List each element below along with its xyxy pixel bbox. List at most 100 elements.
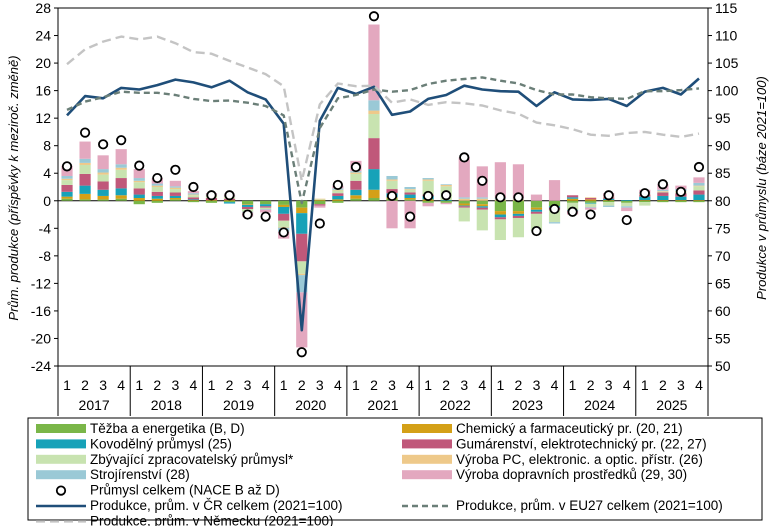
bar-zbyv	[585, 203, 597, 207]
total-marker	[495, 192, 506, 203]
bar-stroj	[97, 169, 109, 173]
x-quarter-label: 3	[677, 377, 685, 393]
bar-pc	[332, 189, 344, 191]
series-line-de_line	[66, 35, 700, 183]
legend-swatch-zbyv	[36, 454, 86, 464]
legend-box	[27, 417, 763, 521]
total-marker	[657, 179, 668, 190]
bar-guma	[79, 173, 91, 186]
bar-tezba	[79, 199, 91, 201]
bar-zbyv	[657, 191, 669, 193]
total-marker	[98, 139, 109, 150]
y-right-tick-label: 55	[715, 330, 731, 346]
bar-stroj	[79, 158, 91, 163]
total-marker	[260, 211, 271, 222]
bar-kovo	[133, 194, 145, 199]
x-quarter-label: 4	[551, 377, 559, 393]
bar-guma	[458, 206, 470, 208]
bar-stroj	[386, 175, 398, 180]
x-quarter-label: 2	[587, 377, 595, 393]
bar-tezba	[585, 200, 597, 203]
bar-chem	[278, 204, 290, 207]
bar-kovo	[639, 196, 651, 201]
legend-swatch-tezba	[36, 424, 86, 433]
bar-pc	[115, 167, 127, 170]
x-quarter-label: 1	[135, 377, 143, 393]
bar-zbyv	[476, 209, 488, 231]
bar-tezba	[512, 200, 525, 212]
x-quarter-label: 2	[153, 377, 161, 393]
bar-zbyv	[97, 174, 109, 182]
bar-tezba	[368, 198, 380, 201]
bar-pc	[422, 179, 434, 181]
total-marker	[513, 192, 524, 203]
total-marker	[152, 172, 163, 184]
x-quarter-label: 2	[81, 377, 89, 393]
total-marker	[170, 164, 181, 175]
x-year-label: 2019	[223, 397, 254, 413]
bar-doprava	[187, 191, 200, 194]
bar-zbyv	[693, 186, 705, 191]
bar-kovo	[657, 195, 669, 201]
bar-pc	[350, 172, 362, 174]
bar-stroj	[368, 100, 380, 111]
x-year-label: 2020	[295, 397, 326, 413]
x-quarter-label: 2	[298, 377, 306, 393]
bar-tezba	[260, 200, 272, 205]
total-marker	[278, 227, 289, 238]
bar-stroj	[187, 193, 200, 195]
total-marker	[134, 160, 145, 171]
bar-chem	[205, 200, 218, 201]
y-left-tick-label: 24	[35, 28, 51, 44]
bar-kovo	[512, 213, 525, 216]
bar-guma	[169, 192, 181, 196]
bar-pc	[476, 198, 488, 201]
bar-stroj	[169, 186, 181, 188]
bar-doprava	[693, 177, 705, 183]
total-marker	[224, 190, 235, 201]
x-quarter-label: 3	[171, 377, 179, 393]
bar-tezba	[332, 200, 344, 203]
total-marker	[603, 190, 614, 201]
bar-guma	[368, 138, 380, 170]
y-left-tick-label: 4	[43, 165, 51, 181]
bar-zbyv	[61, 180, 73, 185]
bar-chem	[675, 200, 687, 201]
bar-kovo	[241, 204, 254, 207]
bar-pc	[151, 185, 163, 187]
bar-zbyv	[151, 187, 163, 192]
y-right-tick-label: 105	[715, 55, 739, 71]
bar-zbyv	[621, 202, 633, 207]
bar-doprava	[548, 180, 561, 201]
bar-zbyv	[386, 180, 398, 190]
total-marker	[368, 11, 380, 22]
x-quarter-label: 4	[117, 377, 125, 393]
bar-guma	[278, 213, 290, 221]
bar-doprava	[169, 180, 181, 187]
y-left-tick-label: 0	[43, 193, 51, 209]
total-marker	[675, 186, 687, 197]
bar-guma	[693, 190, 705, 195]
bar-pc	[79, 162, 91, 165]
bar-doprava	[621, 207, 633, 212]
bar-pc	[278, 226, 290, 228]
legend-label-zbyv: Zbývající zpracovatelský průmysl*	[90, 452, 294, 467]
bar-doprava	[260, 209, 272, 213]
x-quarter-label: 3	[99, 377, 107, 393]
y-left-tick-label: -20	[31, 330, 51, 346]
bar-tezba	[187, 200, 200, 203]
bar-pc	[585, 197, 597, 199]
bar-guma	[151, 191, 163, 196]
bar-zbyv	[603, 202, 615, 206]
total-marker	[693, 161, 705, 173]
bar-chem	[350, 195, 362, 199]
total-marker	[441, 190, 452, 201]
y-right-tick-label: 100	[715, 83, 739, 99]
bar-doprava	[386, 200, 398, 229]
bar-doprava	[314, 205, 326, 208]
bar-kovo	[260, 204, 272, 207]
bar-guma	[512, 215, 525, 218]
total-marker	[79, 127, 91, 138]
x-quarter-label: 1	[496, 377, 504, 393]
y-right-tick-label: 50	[715, 358, 731, 374]
